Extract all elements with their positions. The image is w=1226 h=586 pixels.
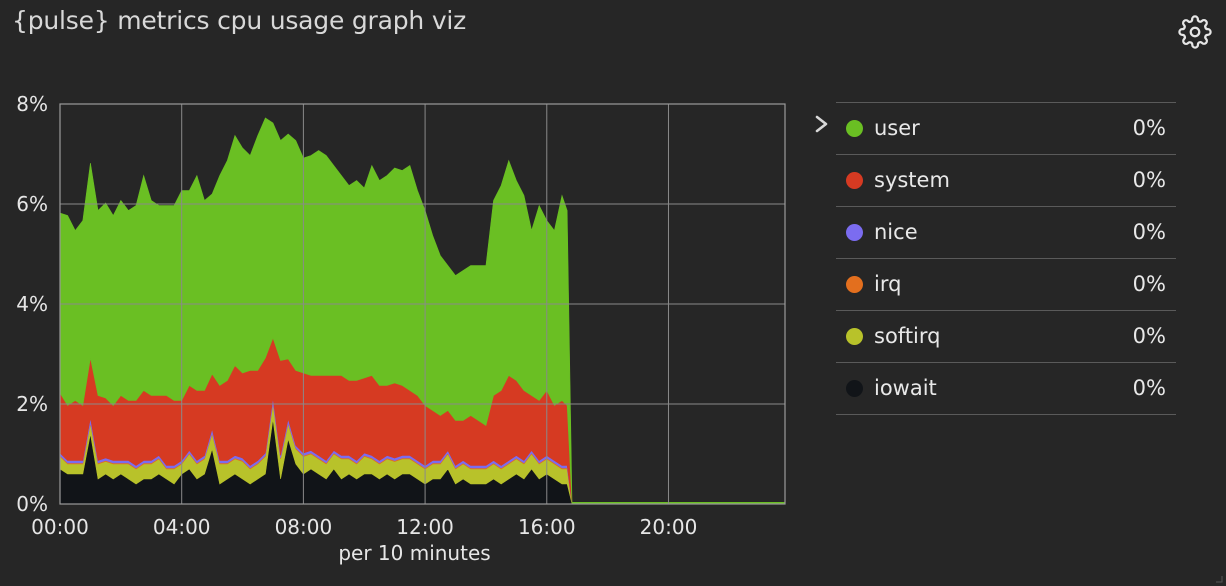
legend-item-iowait[interactable]: iowait 0% <box>836 363 1176 415</box>
legend-swatch <box>846 276 863 293</box>
legend: user 0% system 0% nice 0% irq 0% softirq 0% iowait… <box>836 102 1176 415</box>
legend-swatch <box>846 172 863 189</box>
y-tick-label: 0% <box>16 492 48 516</box>
y-tick-label: 2% <box>16 392 48 416</box>
x-axis-label: per 10 minutes <box>338 541 490 565</box>
legend-swatch <box>846 328 863 345</box>
x-tick-label: 04:00 <box>153 515 211 539</box>
legend-value: 0% <box>1132 168 1166 192</box>
x-tick-label: 16:00 <box>518 515 576 539</box>
cpu-usage-chart: 0% 2% 4% 6% 8% 00:00 04:00 08:00 12:00 16:00 20:00… <box>16 92 786 565</box>
legend-value: 0% <box>1132 376 1166 400</box>
legend-swatch <box>846 380 863 397</box>
legend-value: 0% <box>1132 116 1166 140</box>
y-tick-label: 4% <box>16 292 48 316</box>
legend-label: system <box>874 168 950 192</box>
legend-item-nice[interactable]: nice 0% <box>836 207 1176 259</box>
plot-frame <box>59 103 786 505</box>
legend-label: iowait <box>874 376 937 400</box>
y-tick-label: 6% <box>16 192 48 216</box>
legend-item-irq[interactable]: irq 0% <box>836 259 1176 311</box>
gear-icon[interactable] <box>1178 15 1212 49</box>
legend-swatch <box>846 120 863 137</box>
legend-value: 0% <box>1132 324 1166 348</box>
legend-label: user <box>874 116 920 140</box>
legend-label: nice <box>874 220 918 244</box>
legend-swatch <box>846 224 863 241</box>
x-tick-label: 20:00 <box>640 515 698 539</box>
resize-handle-icon[interactable] <box>1215 575 1223 583</box>
x-tick-label: 00:00 <box>31 515 89 539</box>
x-tick-label: 08:00 <box>275 515 333 539</box>
legend-label: irq <box>874 272 902 296</box>
legend-value: 0% <box>1132 272 1166 296</box>
chevron-right-icon[interactable] <box>814 114 830 134</box>
legend-value: 0% <box>1132 220 1166 244</box>
grid <box>60 104 785 504</box>
x-tick-label: 12:00 <box>396 515 454 539</box>
legend-item-system[interactable]: system 0% <box>836 155 1176 207</box>
y-tick-label: 8% <box>16 92 48 116</box>
page-title: {pulse} metrics cpu usage graph viz <box>12 6 467 35</box>
legend-item-user[interactable]: user 0% <box>836 103 1176 155</box>
legend-label: softirq <box>874 324 941 348</box>
legend-item-softirq[interactable]: softirq 0% <box>836 311 1176 363</box>
